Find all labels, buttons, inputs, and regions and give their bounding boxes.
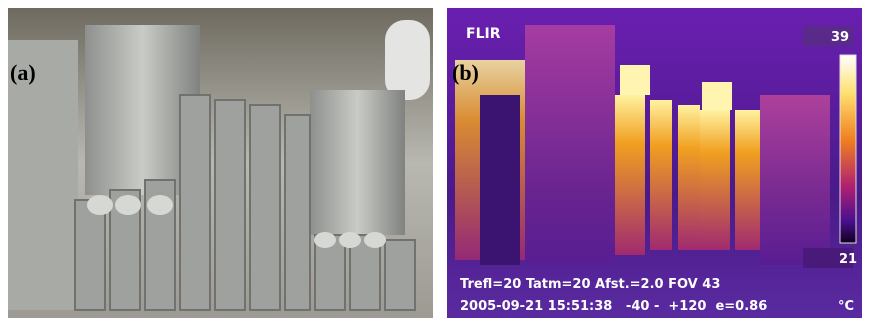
- page: (a) FLIR (b) 39 21 Trefl=20 Tatm=20 Afst…: [0, 0, 869, 325]
- right-tank: [310, 90, 405, 235]
- panel-label: (a): [10, 60, 36, 85]
- thermal-panel: FLIR (b) 39 21 Trefl=20 Tatm=20 Afst.=2.…: [447, 8, 862, 318]
- color-scale: [840, 55, 856, 243]
- hot-radiators: [615, 95, 760, 255]
- photo-panel: (a): [8, 8, 433, 318]
- warm-tank: [525, 25, 615, 265]
- info-line: Trefl=20 Tatm=20 Afst.=2.0 FOV 43: [460, 277, 720, 292]
- cool-region: [480, 95, 520, 265]
- hot-spot: [620, 65, 650, 95]
- hot-spot: [702, 82, 732, 110]
- figure: (a) FLIR (b) 39 21 Trefl=20 Tatm=20 Afst…: [0, 0, 869, 325]
- conservator-tank: [385, 20, 430, 100]
- panel-label: (b): [452, 60, 479, 85]
- scale-max: 39: [831, 30, 849, 45]
- unit: °C: [838, 299, 854, 314]
- scale-min: 21: [839, 252, 857, 267]
- right-tank: [760, 95, 830, 265]
- brand-logo: FLIR: [466, 26, 501, 42]
- info-line: 2005-09-21 15:51:38 -40 - +120 e=0.86: [460, 299, 767, 314]
